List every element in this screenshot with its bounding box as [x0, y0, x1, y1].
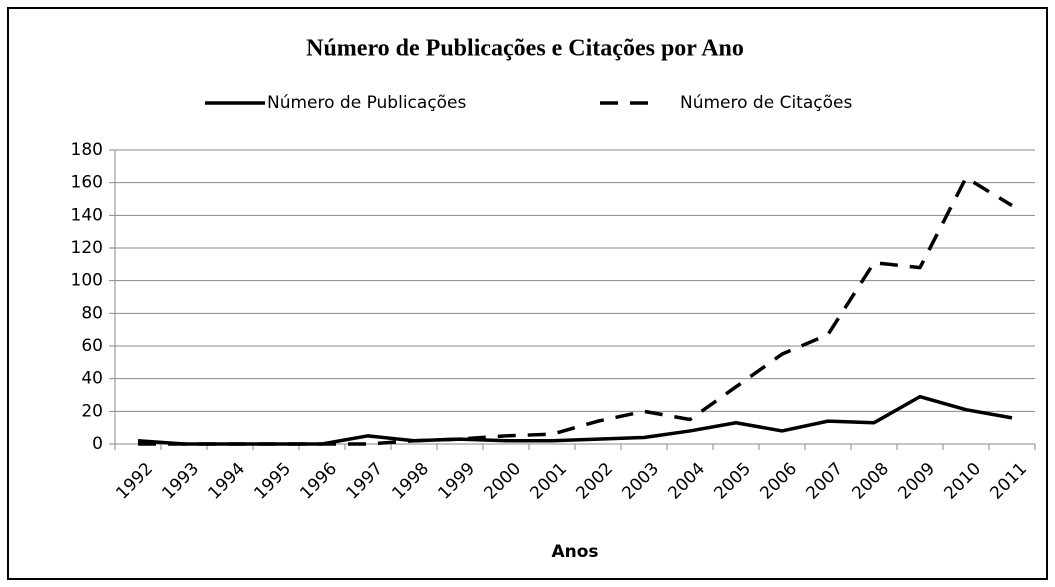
- y-tick-label: 60: [81, 336, 103, 356]
- series-line: [138, 176, 1013, 446]
- y-tick-label: 100: [71, 271, 103, 291]
- chart-title: Número de Publicações e Citações por Ano: [306, 36, 744, 62]
- y-tick-label: 40: [81, 369, 103, 389]
- y-tick-label: 80: [81, 303, 103, 323]
- y-tick-label: 160: [71, 173, 103, 193]
- y-tick-label: 0: [92, 434, 103, 454]
- frame: [7, 7, 1048, 580]
- y-tick-label: 140: [71, 205, 103, 225]
- legend-label: Número de Citações: [680, 93, 852, 113]
- series-line: [137, 394, 1013, 446]
- y-tick-label: 20: [81, 401, 103, 421]
- legend-label: Número de Publicações: [267, 93, 467, 113]
- y-tick-label: 120: [71, 238, 103, 258]
- x-axis-label: Anos: [551, 542, 598, 562]
- y-tick-label: 180: [71, 140, 103, 160]
